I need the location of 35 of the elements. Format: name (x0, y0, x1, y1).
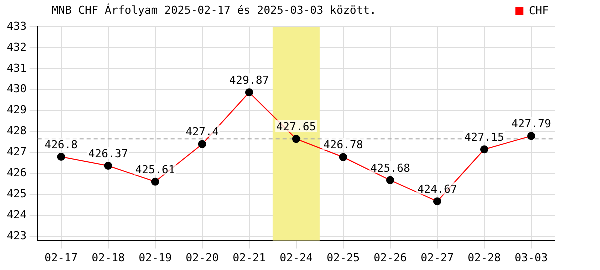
data-label: 427.15 (464, 130, 504, 144)
y-tick-label: 427 (6, 146, 27, 159)
data-label: 425.68 (370, 162, 410, 175)
x-tick-label: 02-25 (326, 251, 360, 264)
data-label: 427.79 (512, 118, 552, 131)
x-tick-label: 02-18 (92, 251, 125, 264)
x-tick-label: 02-21 (232, 251, 266, 264)
y-tick-label: 425 (6, 188, 27, 201)
y-tick-label: 431 (6, 62, 27, 75)
y-tick-label: 426 (6, 166, 27, 180)
data-label: 427.4 (186, 126, 220, 139)
data-label: 426.37 (88, 147, 128, 160)
y-tick-label: 430 (6, 82, 27, 96)
x-tick-label: 02-20 (186, 251, 219, 264)
y-tick-label: 433 (6, 20, 27, 33)
data-label: 424.67 (418, 182, 458, 196)
x-tick-label: 02-19 (138, 251, 172, 264)
x-tick-label: 02-17 (44, 251, 78, 264)
y-tick-label: 424 (6, 208, 28, 222)
data-label: 426.8 (44, 138, 78, 152)
chart-title: MNB CHF Árfolyam 2025-02-17 és 2025-03-03 között. (52, 4, 377, 17)
x-tick-label: 02-28 (468, 251, 502, 264)
data-label: 427.65 (276, 120, 316, 134)
legend-label: CHF (529, 4, 550, 18)
y-tick-label: 423 (6, 229, 27, 242)
y-tick-label: 428 (6, 124, 27, 138)
x-tick-label: 02-26 (374, 251, 408, 264)
x-tick-label: 03-03 (514, 251, 548, 264)
y-tick-label: 429 (6, 104, 27, 117)
data-label: 426.78 (324, 138, 364, 152)
x-tick-label: 02-24 (280, 251, 314, 264)
data-label: 429.87 (230, 74, 270, 87)
data-label: 425.61 (136, 163, 176, 176)
x-tick-label: 02-27 (420, 251, 454, 264)
y-tick-label: 432 (6, 40, 27, 54)
